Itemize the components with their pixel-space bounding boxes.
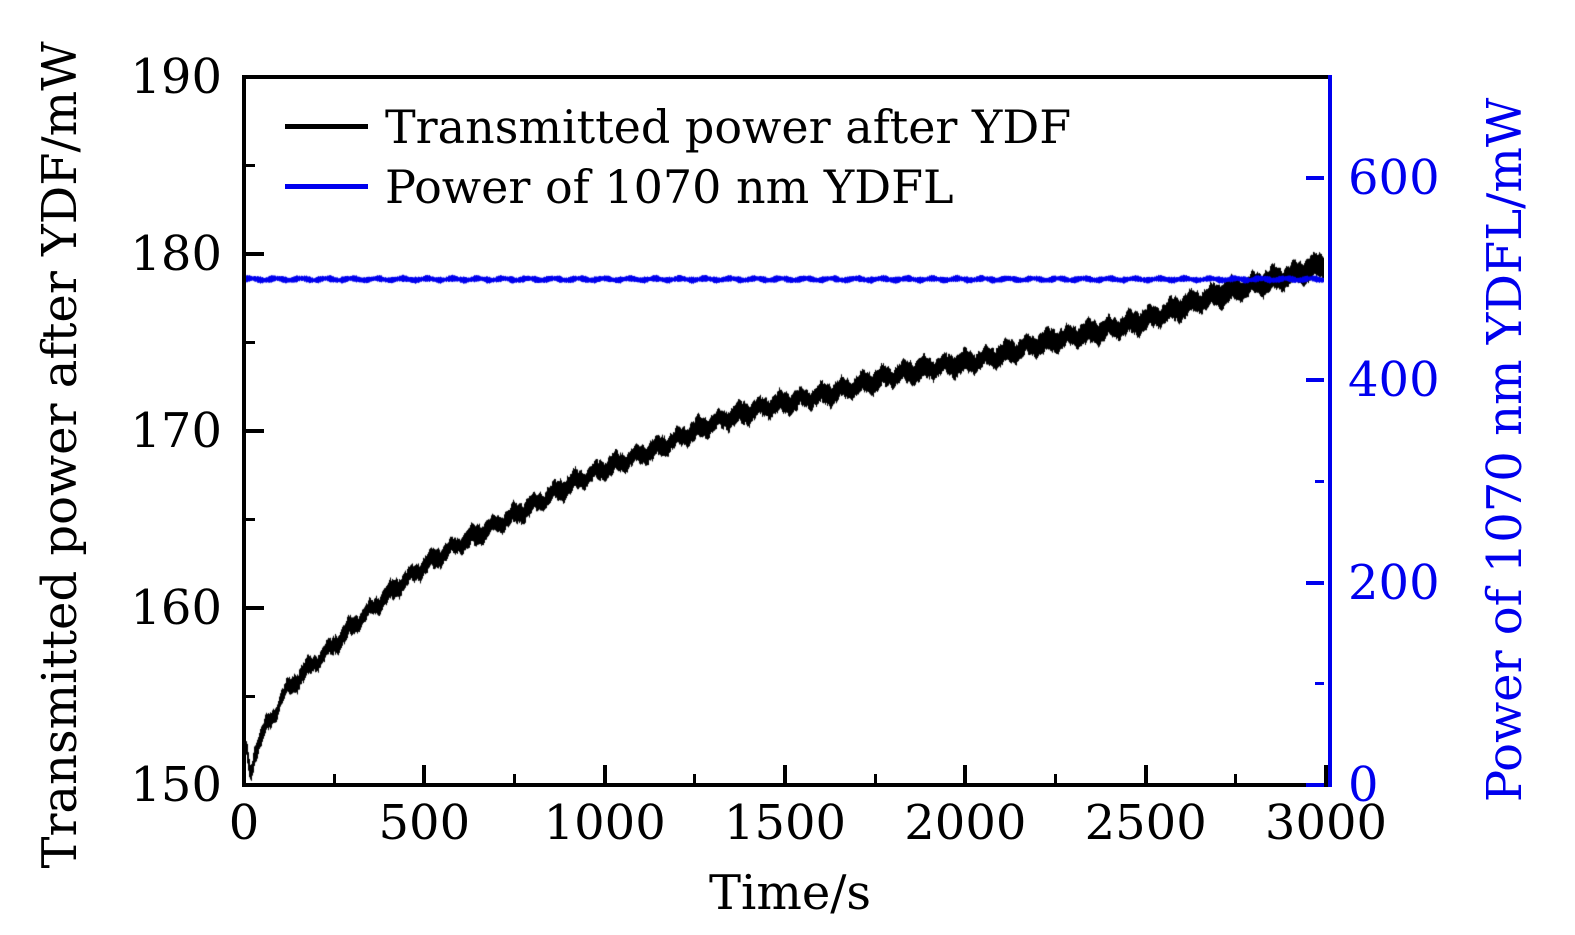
y-right-tick-label: 200 [1348, 554, 1440, 611]
y-right-major-tick [1306, 176, 1324, 181]
x-major-tick [783, 765, 787, 783]
y-left-tick-label: 160 [130, 580, 222, 636]
x-major-tick [422, 765, 427, 783]
y-right-minor-tick [1315, 277, 1324, 281]
x-tick-label: 3000 [1264, 795, 1388, 851]
y-left-tick-label: 190 [130, 49, 222, 105]
x-minor-tick [693, 774, 697, 783]
y-left-minor-tick [246, 695, 255, 698]
y-axis-title-left: Transmitted power after YDF/mW [32, 41, 88, 869]
y-right-minor-tick [1315, 480, 1324, 484]
y-left-tick-label: 180 [130, 226, 222, 282]
y-right-tick-label: 600 [1348, 150, 1440, 207]
y-right-major-tick [1306, 783, 1324, 787]
y-right-tick-label: 0 [1348, 757, 1379, 813]
y-left-tick-label: 150 [130, 757, 222, 813]
x-tick-label: 2500 [1084, 795, 1207, 851]
x-tick-label: 1500 [723, 795, 847, 851]
y-left-minor-tick [246, 341, 255, 344]
x-major-tick [963, 765, 968, 783]
y-right-major-tick [1306, 378, 1324, 383]
x-major-tick [602, 765, 607, 783]
legend-label-ydfl-power: Power of 1070 nm YDFL [385, 160, 954, 214]
y-right-tick-label: 400 [1348, 352, 1440, 409]
x-tick-label: 1000 [543, 795, 666, 851]
y-left-minor-tick [246, 164, 255, 167]
y-left-major-tick [246, 252, 264, 256]
x-tick-label: 0 [228, 795, 260, 851]
right-axis-line [1328, 75, 1332, 787]
x-tick-label: 2000 [904, 795, 1027, 851]
x-minor-tick [513, 774, 516, 783]
x-tick-label: 500 [378, 795, 471, 851]
y-left-minor-tick [246, 518, 255, 521]
x-minor-tick [332, 774, 336, 783]
data-curves-canvas [246, 79, 1324, 783]
x-minor-tick [873, 774, 877, 783]
legend-swatch-blue-line [285, 184, 368, 189]
y-axis-title-right: Power of 1070 nm YDFL/mW [1477, 97, 1533, 803]
x-minor-tick [1054, 774, 1057, 783]
x-minor-tick [1234, 774, 1238, 783]
x-major-tick [242, 765, 246, 783]
y-left-major-tick [246, 429, 264, 433]
y-left-major-tick [246, 783, 264, 787]
y-left-major-tick [246, 75, 264, 79]
x-major-tick [1143, 765, 1148, 783]
x-major-tick [1324, 765, 1328, 783]
y-left-tick-label: 170 [130, 403, 222, 459]
plot-frame [242, 75, 1332, 787]
legend-label-transmitted-power: Transmitted power after YDF [385, 100, 1072, 154]
y-right-minor-tick [1315, 682, 1324, 686]
x-axis-title: Time/s [708, 865, 872, 921]
legend-swatch-black-line [285, 124, 368, 129]
y-right-major-tick [1306, 580, 1324, 585]
y-left-major-tick [246, 606, 264, 610]
